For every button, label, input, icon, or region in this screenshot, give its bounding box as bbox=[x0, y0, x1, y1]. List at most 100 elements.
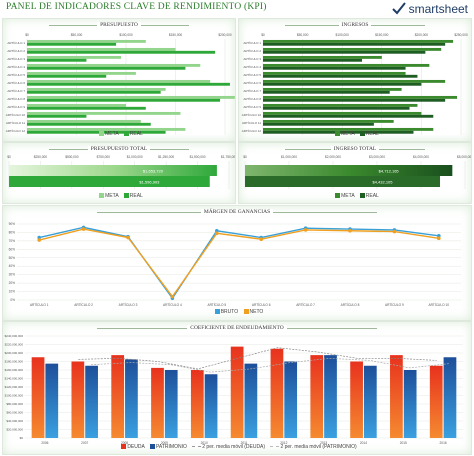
x-tick-label: $50,000 bbox=[71, 33, 83, 37]
bar-real bbox=[263, 114, 434, 118]
category-label: ARTÍCULO 9 bbox=[243, 105, 261, 109]
ingreso-total-chart: $0 $1,000,000 $2,000,000 $3,000,000 $4,000,0… bbox=[243, 155, 471, 189]
bar-meta bbox=[263, 119, 394, 123]
y-tick-label: $120,000,000 bbox=[5, 385, 24, 389]
x-tick-label: $3,000,000 bbox=[369, 155, 385, 159]
legend-label-meta: META bbox=[105, 193, 119, 199]
margen-title: MÁRGEN DE GANANCIAS bbox=[3, 209, 471, 215]
legend-line-ma-patrimonio bbox=[270, 446, 280, 448]
y-tick-label: 80% bbox=[9, 230, 16, 234]
bar-real-total bbox=[245, 176, 441, 187]
bar-real bbox=[27, 82, 230, 86]
bar-meta-total bbox=[245, 165, 453, 176]
bar-deuda bbox=[31, 357, 45, 438]
ingresos-title: INGRESOS bbox=[239, 22, 471, 28]
deuda-chart: $0 $20,000,000 $40,000,000 $60,000,000 $80,0… bbox=[5, 334, 463, 445]
series-line-bruto bbox=[39, 226, 439, 300]
y-tick-label: 20% bbox=[9, 281, 16, 285]
x-tick-label: $250,000 bbox=[34, 155, 48, 159]
x-tick-label: ARTÍCULO 8 bbox=[341, 303, 360, 307]
category-label: ARTÍCULO 5 bbox=[243, 73, 261, 77]
y-tick-label: $80,000,000 bbox=[6, 402, 23, 406]
category-label: ARTÍCULO 11 bbox=[242, 121, 261, 125]
deuda-panel: COEFICIENTE DE ENDEUDAMIENTO $0 $20,000,0… bbox=[2, 321, 472, 455]
dashboard-header: PANEL DE INDICADORES CLAVE DE RENDIMIENT… bbox=[0, 0, 474, 18]
real-total-label: $1,596,993 bbox=[139, 180, 160, 185]
point-neto bbox=[215, 231, 219, 236]
ingresos-panel: INGRESOS $0 $50,000 $100,000 $150,000 $200,0… bbox=[238, 18, 472, 142]
y-tick-label: 30% bbox=[9, 273, 16, 277]
category-label: ARTÍCULO 1 bbox=[243, 41, 261, 45]
category-label: ARTÍCULO 12 bbox=[6, 129, 26, 133]
legend-swatch-patrimonio bbox=[149, 444, 155, 450]
y-tick-label: $180,000,000 bbox=[5, 360, 24, 364]
y-tick-label: $220,000,000 bbox=[5, 343, 24, 347]
bar-meta bbox=[27, 47, 176, 51]
x-tick-label: 2014 bbox=[360, 441, 367, 445]
bar-real bbox=[27, 114, 87, 118]
ingresos-chart: $0 $50,000 $100,000 $150,000 $200,000 $250,00… bbox=[242, 33, 468, 135]
presupuesto-total-legend: META REAL bbox=[3, 193, 235, 199]
category-label: ARTÍCULO 11 bbox=[6, 121, 25, 125]
x-tick-label: ARTÍCULO 1 bbox=[30, 303, 49, 307]
x-tick-label: 2015 bbox=[400, 441, 407, 445]
point-bruto bbox=[437, 234, 441, 238]
category-label: ARTÍCULO 5 bbox=[7, 73, 25, 77]
bar-meta bbox=[263, 63, 430, 67]
bar-meta bbox=[27, 55, 122, 59]
point-neto bbox=[126, 235, 130, 240]
legend-label-meta: META bbox=[341, 193, 355, 199]
bar-meta bbox=[27, 71, 136, 75]
legend-swatch-real bbox=[123, 131, 129, 137]
bar-real bbox=[263, 98, 446, 102]
x-tick-label: $4,000,000 bbox=[413, 155, 429, 159]
bar-real bbox=[263, 66, 406, 70]
y-tick-label: $160,000,000 bbox=[5, 368, 24, 372]
bar-patrimonio bbox=[204, 374, 218, 438]
bar-deuda bbox=[71, 361, 85, 438]
legend-swatch-deuda bbox=[121, 444, 127, 450]
point-neto bbox=[392, 229, 397, 234]
bar-deuda bbox=[390, 355, 403, 438]
legend-label-real: REAL bbox=[129, 193, 143, 199]
bar-meta bbox=[27, 127, 186, 131]
bar-patrimonio bbox=[125, 359, 138, 438]
category-label: ARTÍCULO 10 bbox=[6, 113, 26, 117]
legend-label-bruto: BRUTO bbox=[220, 309, 239, 315]
category-label: ARTÍCULO 6 bbox=[243, 81, 261, 85]
bar-meta bbox=[27, 111, 181, 115]
bar-meta bbox=[27, 95, 235, 99]
bar-meta bbox=[27, 103, 126, 107]
bar-meta bbox=[27, 79, 211, 83]
point-neto bbox=[81, 227, 86, 231]
y-tick-label: 40% bbox=[9, 264, 16, 268]
x-tick-label: ARTÍCULO 9 bbox=[385, 303, 404, 307]
legend-swatch-neto bbox=[243, 309, 249, 315]
series-line-neto bbox=[39, 228, 439, 298]
point-bruto bbox=[215, 228, 219, 233]
x-tick-label: $1,500,000 bbox=[190, 155, 206, 159]
bar-real bbox=[263, 74, 418, 78]
x-tick-label: ARTÍCULO 7 bbox=[296, 303, 315, 307]
bar-deuda bbox=[230, 346, 244, 438]
bar-deuda bbox=[429, 365, 443, 438]
ingresos-legend: META REAL bbox=[239, 131, 471, 137]
bar-meta bbox=[27, 63, 201, 67]
bar-real bbox=[27, 90, 161, 94]
x-tick-label: $50,000 bbox=[297, 33, 309, 37]
x-tick-label: ARTÍCULO 2 bbox=[74, 303, 93, 307]
legend-label-ma-deuda: 2 per. media móvil (DEUDA) bbox=[202, 444, 266, 450]
bar-meta bbox=[263, 127, 434, 131]
category-label: ARTÍCULO 3 bbox=[243, 57, 261, 61]
category-label: ARTÍCULO 8 bbox=[243, 97, 261, 101]
x-tick-label: $750,000 bbox=[97, 155, 111, 159]
bar-patrimonio bbox=[443, 357, 457, 438]
category-label: ARTÍCULO 12 bbox=[242, 129, 262, 133]
bar-real bbox=[27, 106, 146, 110]
bar-real bbox=[263, 122, 374, 126]
bar-real bbox=[27, 50, 216, 54]
bar-real bbox=[27, 58, 87, 62]
legend-swatch-meta bbox=[335, 193, 341, 199]
meta-total-label: $1,653,720 bbox=[143, 169, 164, 174]
x-tick-label: ARTÍCULO 6 bbox=[252, 303, 271, 307]
